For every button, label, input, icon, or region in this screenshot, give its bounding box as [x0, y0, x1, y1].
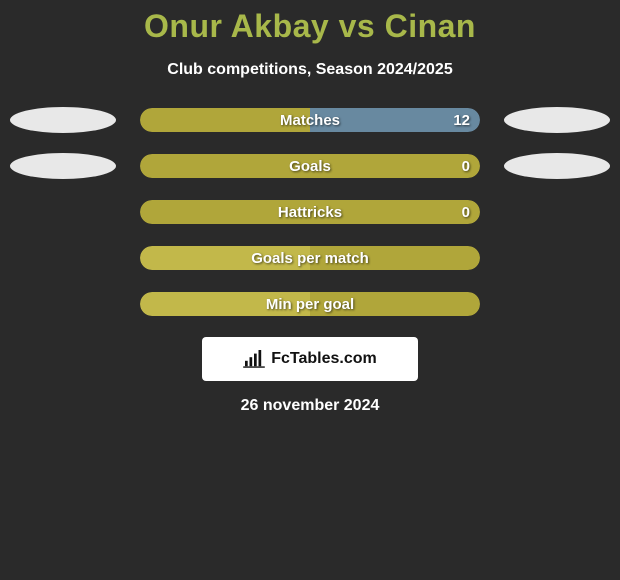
stat-row: Hattricks0: [0, 199, 620, 225]
stat-bar: Hattricks0: [140, 200, 480, 224]
stat-bar-label: Matches: [140, 108, 480, 132]
stat-rows: Matches12Goals0Hattricks0Goals per match…: [0, 107, 620, 317]
player-indicator-right: [504, 153, 610, 179]
player-indicator-left: [10, 107, 116, 133]
player-indicator-right: [504, 107, 610, 133]
stat-bar-value-right: 0: [462, 154, 470, 178]
stat-row: Matches12: [0, 107, 620, 133]
page-subtitle: Club competitions, Season 2024/2025: [0, 61, 620, 79]
source-badge: FcTables.com: [0, 337, 620, 381]
stat-row: Min per goal: [0, 291, 620, 317]
stat-bar-label: Goals: [140, 154, 480, 178]
source-badge-text: FcTables.com: [271, 350, 377, 368]
stat-bar-label: Min per goal: [140, 292, 480, 316]
stat-bar: Matches12: [140, 108, 480, 132]
bar-chart-icon: [243, 350, 265, 368]
stat-row: Goals0: [0, 153, 620, 179]
stat-row: Goals per match: [0, 245, 620, 271]
stat-bar: Goals0: [140, 154, 480, 178]
stat-bar-value-right: 12: [453, 108, 470, 132]
source-badge-inner: FcTables.com: [202, 337, 418, 381]
stat-bar-label: Hattricks: [140, 200, 480, 224]
comparison-card: Onur Akbay vs Cinan Club competitions, S…: [0, 0, 620, 415]
page-title: Onur Akbay vs Cinan: [0, 8, 620, 45]
player-indicator-left: [10, 153, 116, 179]
stat-bar-value-right: 0: [462, 200, 470, 224]
stat-bar: Min per goal: [140, 292, 480, 316]
stat-bar-label: Goals per match: [140, 246, 480, 270]
stat-bar: Goals per match: [140, 246, 480, 270]
footer-date: 26 november 2024: [0, 397, 620, 415]
